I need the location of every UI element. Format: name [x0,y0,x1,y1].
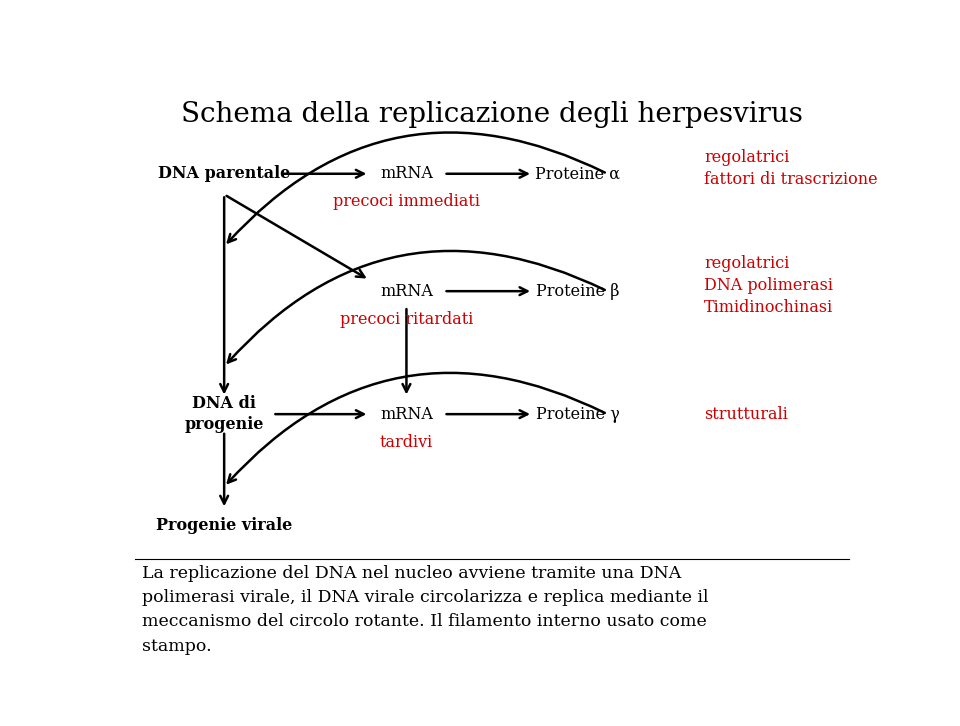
Text: regolatrici
fattori di trascrizione: regolatrici fattori di trascrizione [704,149,877,188]
Text: precoci ritardati: precoci ritardati [340,311,473,327]
Text: strutturali: strutturali [704,406,788,423]
Text: La replicazione del DNA nel nucleo avviene tramite una DNA
polimerasi virale, il: La replicazione del DNA nel nucleo avvie… [142,565,708,655]
Text: mRNA: mRNA [380,282,433,300]
Text: regolatrici
DNA polimerasi
Timidinochinasi: regolatrici DNA polimerasi Timidinochina… [704,255,833,317]
Text: Progenie virale: Progenie virale [156,518,292,534]
Text: precoci immediati: precoci immediati [333,193,480,211]
Text: Proteine β: Proteine β [536,282,619,300]
Text: Schema della replicazione degli herpesvirus: Schema della replicazione degli herpesvi… [181,101,803,128]
Text: DNA di
progenie: DNA di progenie [184,395,264,433]
Text: mRNA: mRNA [380,406,433,423]
Text: Proteine α: Proteine α [535,166,620,182]
Text: Proteine γ: Proteine γ [536,406,619,423]
Text: mRNA: mRNA [380,166,433,182]
Text: DNA parentale: DNA parentale [158,166,290,182]
Text: tardivi: tardivi [380,433,433,451]
